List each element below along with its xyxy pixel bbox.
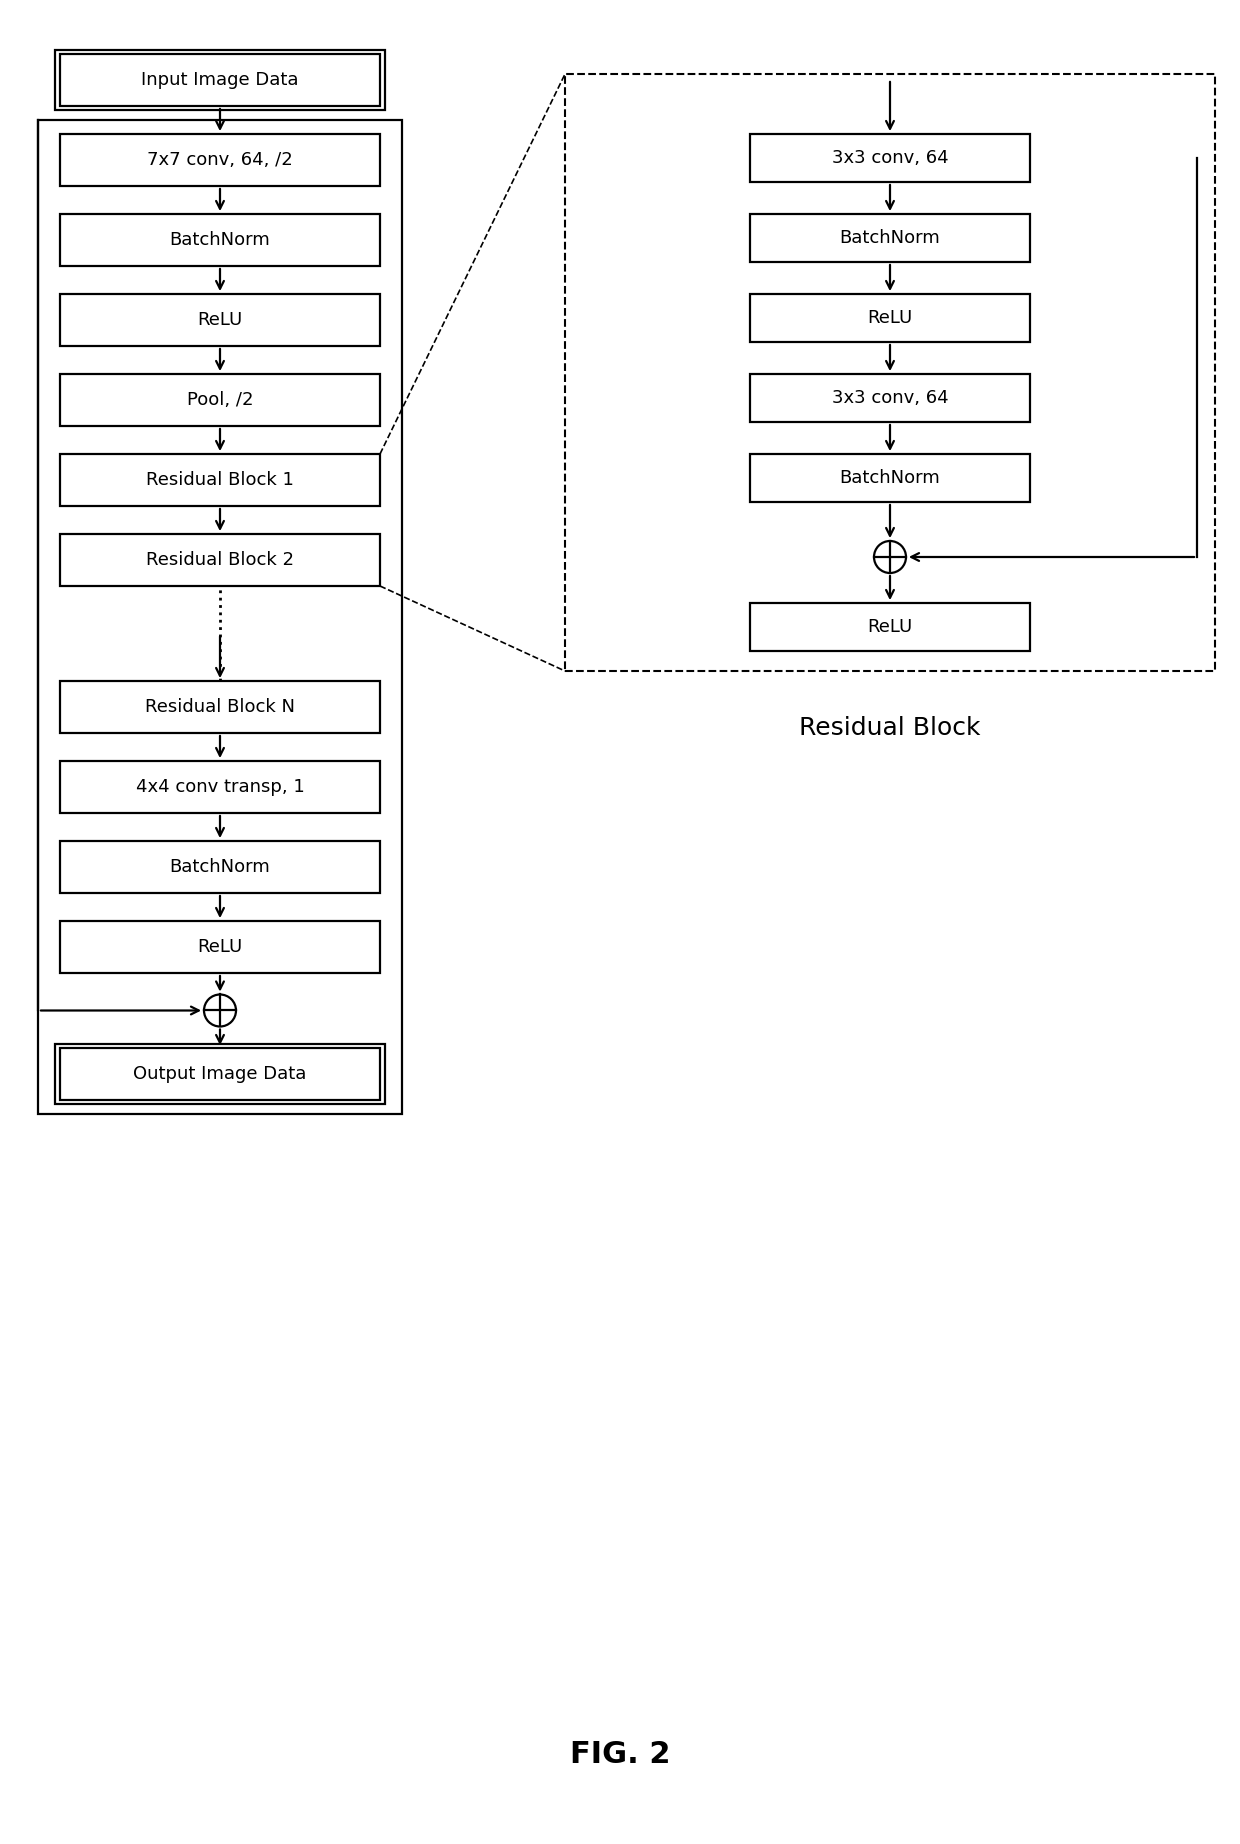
Text: Residual Block N: Residual Block N bbox=[145, 699, 295, 715]
Bar bbox=[750, 374, 1030, 422]
Bar bbox=[60, 53, 379, 105]
Text: BatchNorm: BatchNorm bbox=[170, 857, 270, 876]
Text: Output Image Data: Output Image Data bbox=[134, 1066, 306, 1082]
Text: Pool, /2: Pool, /2 bbox=[187, 391, 253, 409]
Bar bbox=[55, 50, 384, 111]
Bar bbox=[60, 762, 379, 813]
Text: FIG. 2: FIG. 2 bbox=[569, 1739, 671, 1768]
Text: BatchNorm: BatchNorm bbox=[839, 229, 940, 247]
Bar bbox=[750, 214, 1030, 262]
Bar bbox=[60, 135, 379, 186]
Bar bbox=[750, 135, 1030, 183]
Text: ReLU: ReLU bbox=[197, 312, 243, 328]
Text: 4x4 conv transp, 1: 4x4 conv transp, 1 bbox=[135, 778, 304, 797]
Bar bbox=[60, 680, 379, 734]
Bar bbox=[60, 1047, 379, 1101]
Text: ReLU: ReLU bbox=[867, 310, 913, 326]
Text: BatchNorm: BatchNorm bbox=[170, 230, 270, 249]
Text: Input Image Data: Input Image Data bbox=[141, 72, 299, 89]
Text: Residual Block 2: Residual Block 2 bbox=[146, 551, 294, 570]
Bar bbox=[60, 920, 379, 974]
Text: Residual Block 1: Residual Block 1 bbox=[146, 470, 294, 489]
Bar bbox=[60, 293, 379, 347]
Bar bbox=[60, 214, 379, 266]
Bar bbox=[55, 1044, 384, 1105]
Bar bbox=[750, 293, 1030, 341]
Bar bbox=[750, 454, 1030, 502]
Bar bbox=[60, 841, 379, 892]
Text: ReLU: ReLU bbox=[867, 618, 913, 636]
Text: BatchNorm: BatchNorm bbox=[839, 468, 940, 487]
Text: ReLU: ReLU bbox=[197, 939, 243, 955]
Text: 3x3 conv, 64: 3x3 conv, 64 bbox=[832, 389, 949, 408]
Bar bbox=[60, 454, 379, 505]
Bar bbox=[38, 120, 402, 1114]
Bar bbox=[60, 374, 379, 426]
Text: 3x3 conv, 64: 3x3 conv, 64 bbox=[832, 149, 949, 168]
Text: 7x7 conv, 64, /2: 7x7 conv, 64, /2 bbox=[148, 151, 293, 170]
Bar bbox=[565, 74, 1215, 671]
Text: Residual Block: Residual Block bbox=[800, 715, 981, 739]
Bar bbox=[60, 535, 379, 586]
Bar bbox=[750, 603, 1030, 651]
